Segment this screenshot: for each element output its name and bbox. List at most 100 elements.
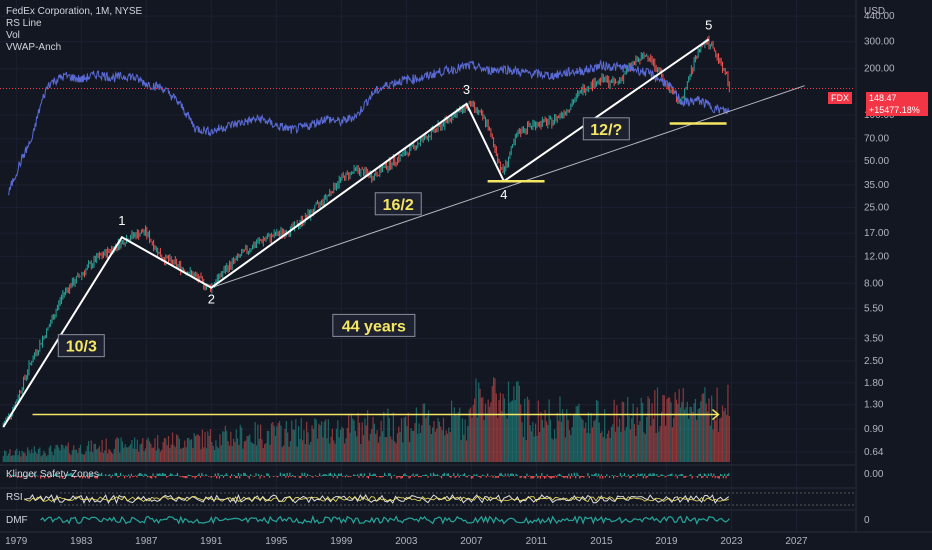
klinger-bar	[575, 476, 577, 479]
volume-bar	[215, 440, 217, 462]
volume-bar	[297, 426, 300, 462]
klinger-bar	[515, 473, 517, 476]
volume-bar	[339, 429, 342, 462]
y-tick-label: 25.00	[864, 202, 889, 213]
klinger-bar	[537, 476, 539, 479]
indicator-rs-line[interactable]: RS Line	[6, 18, 42, 29]
klinger-bar	[611, 474, 613, 476]
klinger-bar	[373, 473, 375, 476]
klinger-bar	[646, 476, 649, 478]
volume-bar	[40, 456, 42, 462]
klinger-bar	[226, 475, 229, 476]
volume-bar	[204, 431, 206, 462]
klinger-pane-label[interactable]: Klinger Safety Zones	[6, 469, 99, 480]
volume-bar	[211, 441, 213, 462]
klinger-bar	[667, 475, 669, 476]
volume-bar	[318, 423, 320, 462]
klinger-bar	[446, 473, 448, 476]
dmf-pane-label[interactable]: DMF	[6, 515, 28, 526]
volume-bar	[115, 439, 117, 462]
volume-bar	[39, 447, 41, 462]
volume-bar	[654, 390, 656, 462]
volume-bar	[530, 431, 533, 462]
volume-bar	[288, 446, 290, 462]
volume-bar	[547, 424, 549, 462]
volume-bar	[694, 398, 697, 462]
volume-bar	[685, 407, 687, 462]
volume-bar	[387, 408, 389, 462]
klinger-bar	[496, 476, 498, 478]
volume-bar	[613, 399, 615, 462]
volume-bar	[295, 419, 297, 462]
klinger-bar	[389, 473, 391, 476]
klinger-bar	[95, 476, 97, 479]
klinger-bar	[357, 474, 359, 476]
volume-bar	[487, 399, 489, 462]
annotation-text: 44 years	[342, 318, 406, 335]
volume-bar	[396, 433, 399, 462]
klinger-bar	[27, 474, 30, 476]
klinger-bar	[229, 476, 231, 479]
klinger-bar	[305, 476, 307, 478]
rsi-signal-line	[24, 495, 729, 503]
volume-bar	[231, 446, 233, 462]
klinger-bar	[84, 476, 86, 479]
volume-bar	[707, 411, 709, 462]
volume-bar	[138, 451, 140, 462]
klinger-bar	[21, 476, 23, 478]
volume-bar	[331, 428, 334, 462]
x-tick-label: 2003	[395, 536, 418, 547]
volume-bar	[476, 417, 478, 462]
klinger-bar	[649, 473, 651, 476]
klinger-bar	[636, 476, 638, 478]
volume-bar	[337, 420, 339, 462]
volume-bar	[511, 400, 514, 462]
klinger-bar	[680, 473, 682, 476]
volume-bar	[652, 418, 655, 462]
klinger-bar	[68, 473, 70, 476]
volume-bar	[367, 410, 369, 462]
klinger-bar	[710, 473, 712, 476]
volume-bar	[376, 430, 378, 462]
volume-bar	[407, 412, 409, 462]
time-axis[interactable]: 1979 1983 1987 1991 1995 1999 2003 2007 2011 2015…	[0, 531, 932, 547]
indicator-vwap[interactable]: VWAP-Anch	[6, 42, 62, 53]
volume-bar	[372, 416, 374, 462]
volume-bar	[58, 447, 60, 462]
symbol-title[interactable]: FedEx Corporation, 1M, NYSE	[6, 6, 143, 17]
volume-bar	[451, 400, 453, 462]
x-tick-label: 2023	[720, 536, 743, 547]
rsi-pane-label[interactable]: RSI	[6, 492, 23, 503]
volume-bar	[692, 411, 694, 462]
klinger-bar	[504, 473, 506, 476]
volume-bar	[109, 450, 111, 462]
klinger-bar	[100, 472, 103, 476]
klinger-bar	[436, 474, 439, 476]
klinger-bar	[650, 475, 653, 476]
volume-bar	[293, 429, 296, 462]
volume-bar	[683, 409, 686, 462]
klinger-bar	[580, 476, 582, 478]
volume-bar	[723, 411, 725, 462]
klinger-bar	[304, 472, 306, 476]
volume-bar	[464, 419, 466, 462]
volume-bar	[365, 425, 367, 462]
klinger-bar	[698, 474, 700, 476]
volume-bar	[506, 418, 508, 462]
klinger-bar	[34, 476, 36, 478]
volume-bar	[193, 433, 195, 462]
volume-bar	[33, 446, 36, 462]
klinger-bar	[725, 476, 727, 479]
volume-bar	[177, 435, 179, 462]
volume-bar	[243, 441, 245, 462]
volume-bar	[123, 447, 125, 462]
indicator-vol[interactable]: Vol	[6, 30, 20, 41]
dmf-value: 0	[864, 515, 870, 526]
volume-bar	[341, 426, 343, 462]
klinger-bar	[478, 476, 481, 478]
klinger-bar	[381, 476, 383, 478]
klinger-bar	[63, 476, 65, 477]
y-tick-label: 3.50	[864, 334, 884, 345]
klinger-bar	[82, 476, 84, 479]
